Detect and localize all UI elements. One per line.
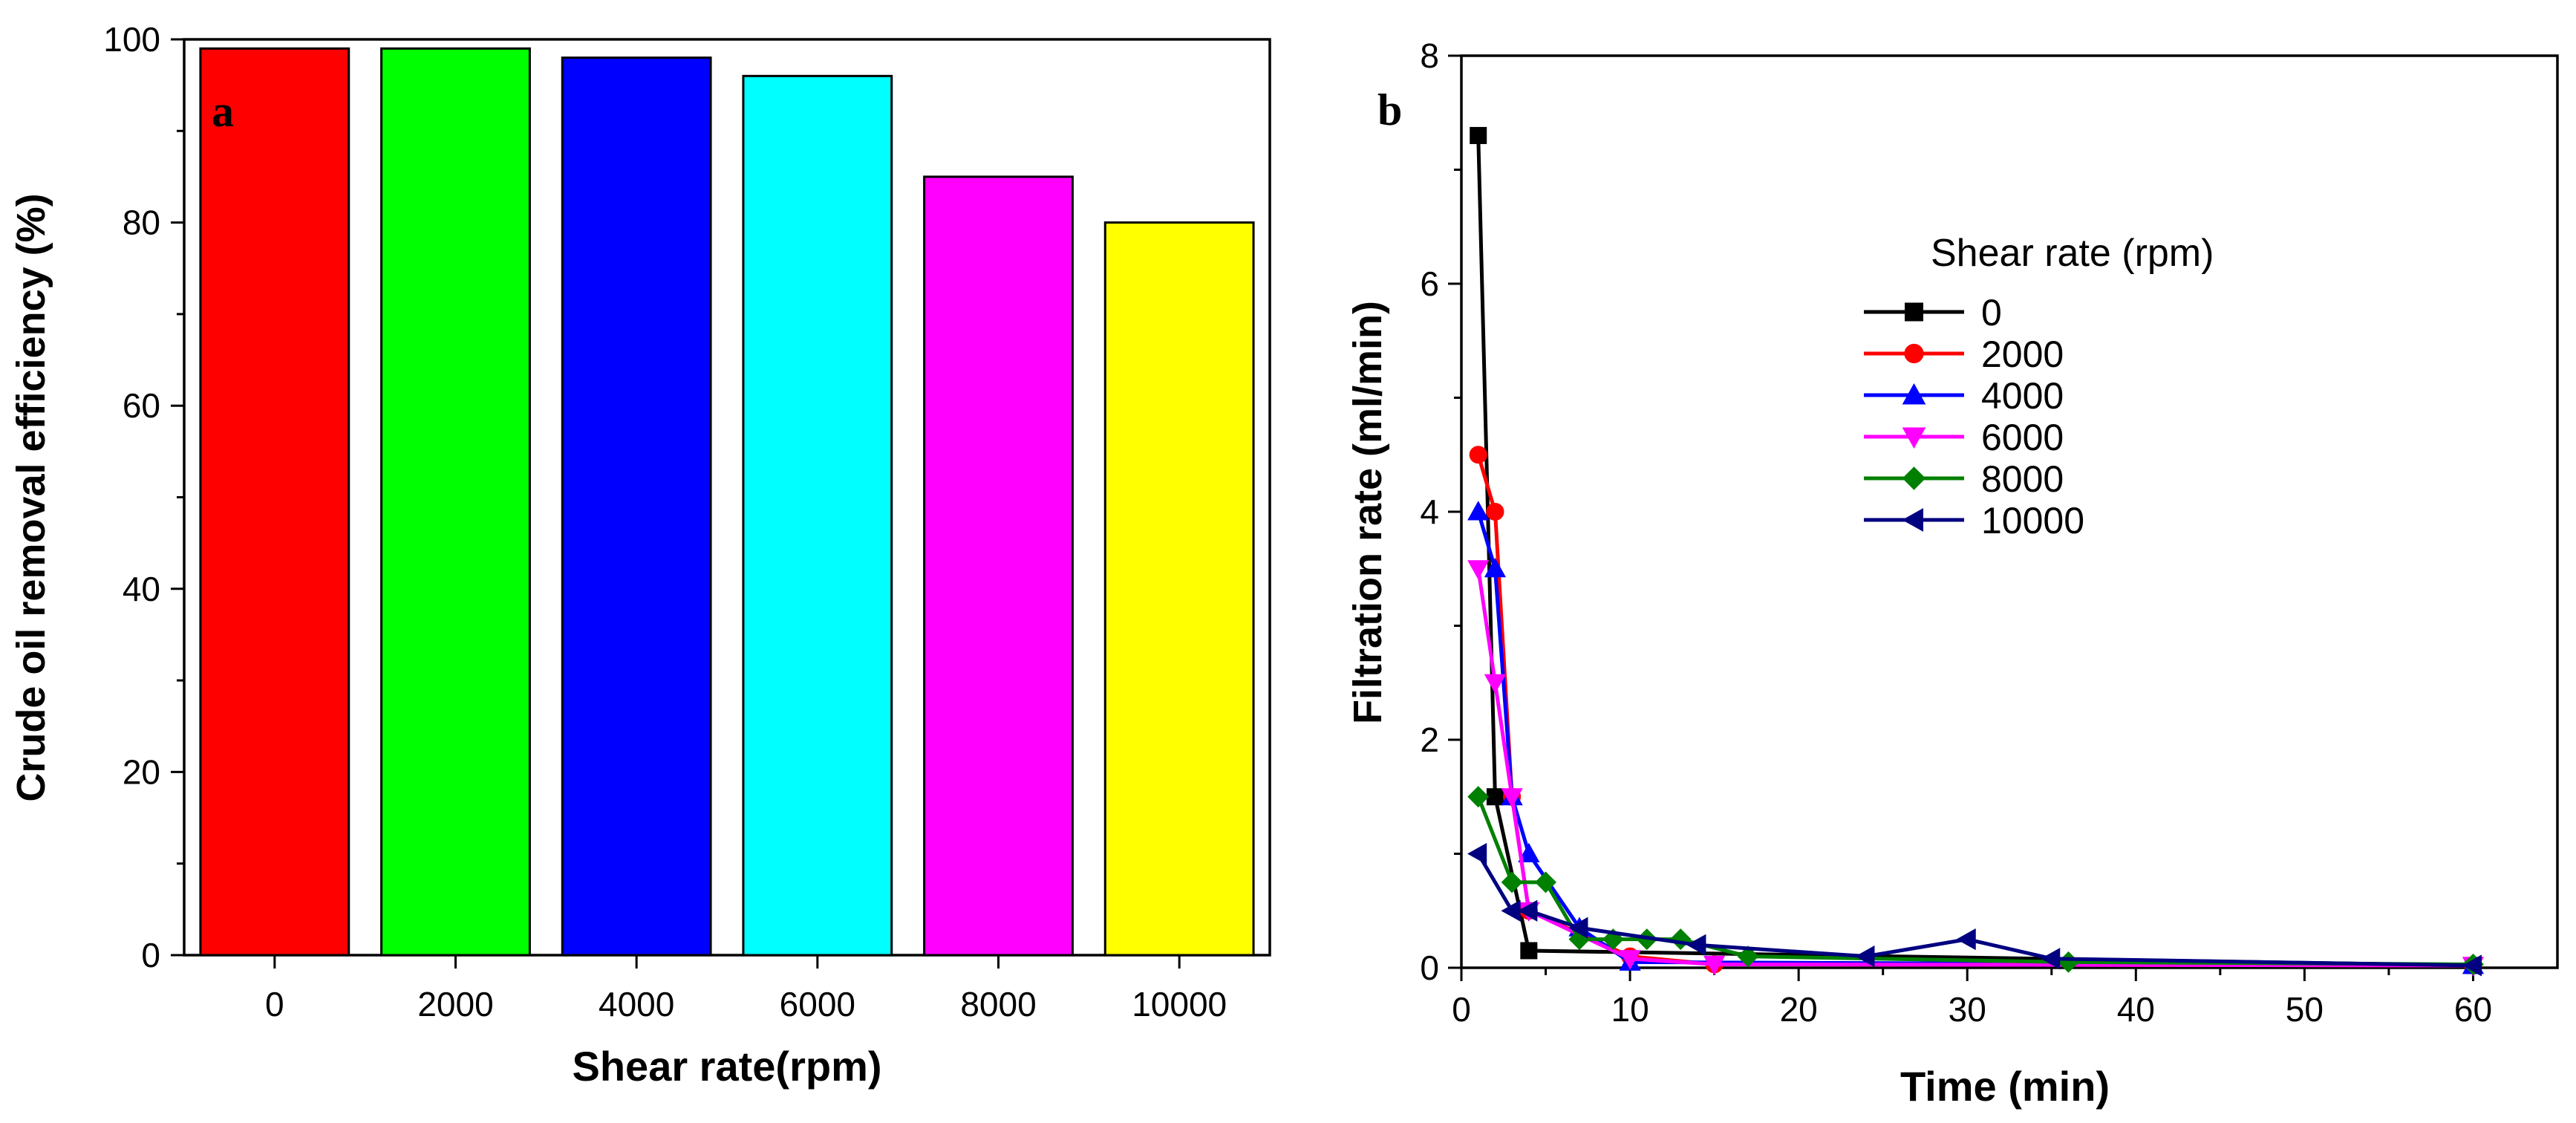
y-tick-label: 40 <box>123 570 160 608</box>
panel-b-y-axis: 0 2 4 6 8 <box>1420 36 1461 987</box>
bar-8000 <box>923 175 1074 957</box>
series-2000 <box>1469 446 2482 974</box>
panel-b-y-axis-title: Filtration rate (ml/min) <box>1346 301 1390 724</box>
x-tick-label: 0 <box>265 985 284 1023</box>
panel-a-bars <box>199 47 1255 957</box>
x-tick-label: 50 <box>2286 990 2324 1029</box>
bar-4000 <box>561 56 712 957</box>
data-point <box>1469 446 1487 464</box>
legend-label-0: 0 <box>1981 292 2002 333</box>
series-line-4000 <box>1476 511 2474 968</box>
data-point <box>1501 788 1523 808</box>
panel-a-y-axis: 0 20 40 60 80 100 <box>103 20 184 974</box>
data-point <box>1518 842 1540 862</box>
panel-a-letter: a <box>212 87 234 136</box>
series-4000 <box>1467 501 2485 974</box>
legend-marker-2000 <box>1904 343 1924 364</box>
data-point <box>1686 934 1706 956</box>
panel-a: 0 20 40 60 80 100 0 2000 4000 6000 8000 10000 a Sh… <box>9 20 1271 1090</box>
x-tick-label: 4000 <box>599 985 674 1023</box>
bar-2000 <box>380 47 531 957</box>
bar-6000 <box>742 74 893 957</box>
data-point <box>2058 951 2079 973</box>
data-point <box>1855 945 1875 968</box>
y-tick-label: 2 <box>1420 720 1439 759</box>
series-10000 <box>1467 842 2482 977</box>
legend-label-6000: 6000 <box>1981 417 2064 458</box>
y-tick-label: 4 <box>1420 492 1439 531</box>
legend-marker-0 <box>1905 302 1923 322</box>
y-tick-label: 8 <box>1420 36 1439 75</box>
data-point <box>1737 945 1759 968</box>
data-point <box>1568 917 1588 939</box>
legend-marker-4000 <box>1902 383 1926 405</box>
y-tick-label: 100 <box>103 20 160 59</box>
bar-10000 <box>1103 221 1255 957</box>
x-tick-label: 2000 <box>417 985 493 1023</box>
series-line-2000 <box>1476 454 2474 968</box>
data-point <box>1484 674 1507 694</box>
x-tick-label: 60 <box>2454 990 2492 1029</box>
legend-marker-8000 <box>1902 466 1926 490</box>
y-tick-label: 20 <box>123 752 160 791</box>
x-tick-label: 0 <box>1452 990 1471 1029</box>
y-tick-label: 6 <box>1420 264 1439 303</box>
data-point <box>1703 955 1726 976</box>
legend-label-8000: 8000 <box>1981 458 2064 500</box>
data-point <box>2462 954 2482 977</box>
legend-label-10000: 10000 <box>1981 500 2084 541</box>
data-point <box>1467 501 1490 521</box>
data-point <box>1467 560 1490 580</box>
series-6000 <box>1467 560 2485 977</box>
series-line-8000 <box>1476 795 2474 966</box>
y-tick-label: 0 <box>141 936 160 974</box>
x-tick-label: 20 <box>1780 990 1818 1029</box>
data-point <box>1467 842 1487 865</box>
x-tick-label: 6000 <box>780 985 855 1023</box>
legend-label-4000: 4000 <box>1981 375 2064 417</box>
series-line-6000 <box>1476 568 2474 968</box>
data-point <box>1535 871 1556 893</box>
data-point <box>1501 871 1523 893</box>
data-point <box>1467 786 1490 808</box>
bar-0 <box>199 47 350 957</box>
legend-label-2000: 2000 <box>1981 333 2064 375</box>
data-point <box>1470 126 1487 144</box>
data-point <box>1619 950 1641 970</box>
data-point <box>1669 928 1692 951</box>
data-point <box>1518 899 1538 922</box>
y-tick-label: 60 <box>123 386 160 425</box>
data-point <box>1486 788 1504 806</box>
data-point <box>1484 557 1507 578</box>
legend-marker-10000 <box>1902 508 1923 532</box>
data-point <box>1486 502 1504 521</box>
panel-b-letter: b <box>1377 85 1402 134</box>
data-point <box>1501 899 1521 922</box>
panel-b-x-axis-title: Time (min) <box>1900 1063 2110 1110</box>
data-point <box>2040 948 2061 970</box>
legend-title: Shear rate (rpm) <box>1931 232 2214 275</box>
x-tick-label: 10000 <box>1132 985 1227 1023</box>
data-point <box>1956 928 1976 951</box>
x-tick-label: 8000 <box>960 985 1036 1023</box>
panel-a-x-axis: 0 2000 4000 6000 8000 10000 <box>265 955 1227 1023</box>
panel-b-series <box>1467 126 2485 977</box>
data-point <box>1520 942 1538 960</box>
panel-b-x-axis: 0 10 20 30 40 50 60 <box>1452 968 2492 1029</box>
legend-marker-6000 <box>1902 427 1926 449</box>
panel-a-x-axis-title: Shear rate(rpm) <box>572 1043 881 1090</box>
y-tick-label: 0 <box>1420 948 1439 987</box>
x-tick-label: 30 <box>1949 990 1986 1029</box>
x-tick-label: 10 <box>1611 990 1649 1029</box>
panel-a-y-axis-title: Crude oil removal efficiency (%) <box>9 193 53 801</box>
y-tick-label: 80 <box>123 204 160 242</box>
x-tick-label: 40 <box>2117 990 2155 1029</box>
